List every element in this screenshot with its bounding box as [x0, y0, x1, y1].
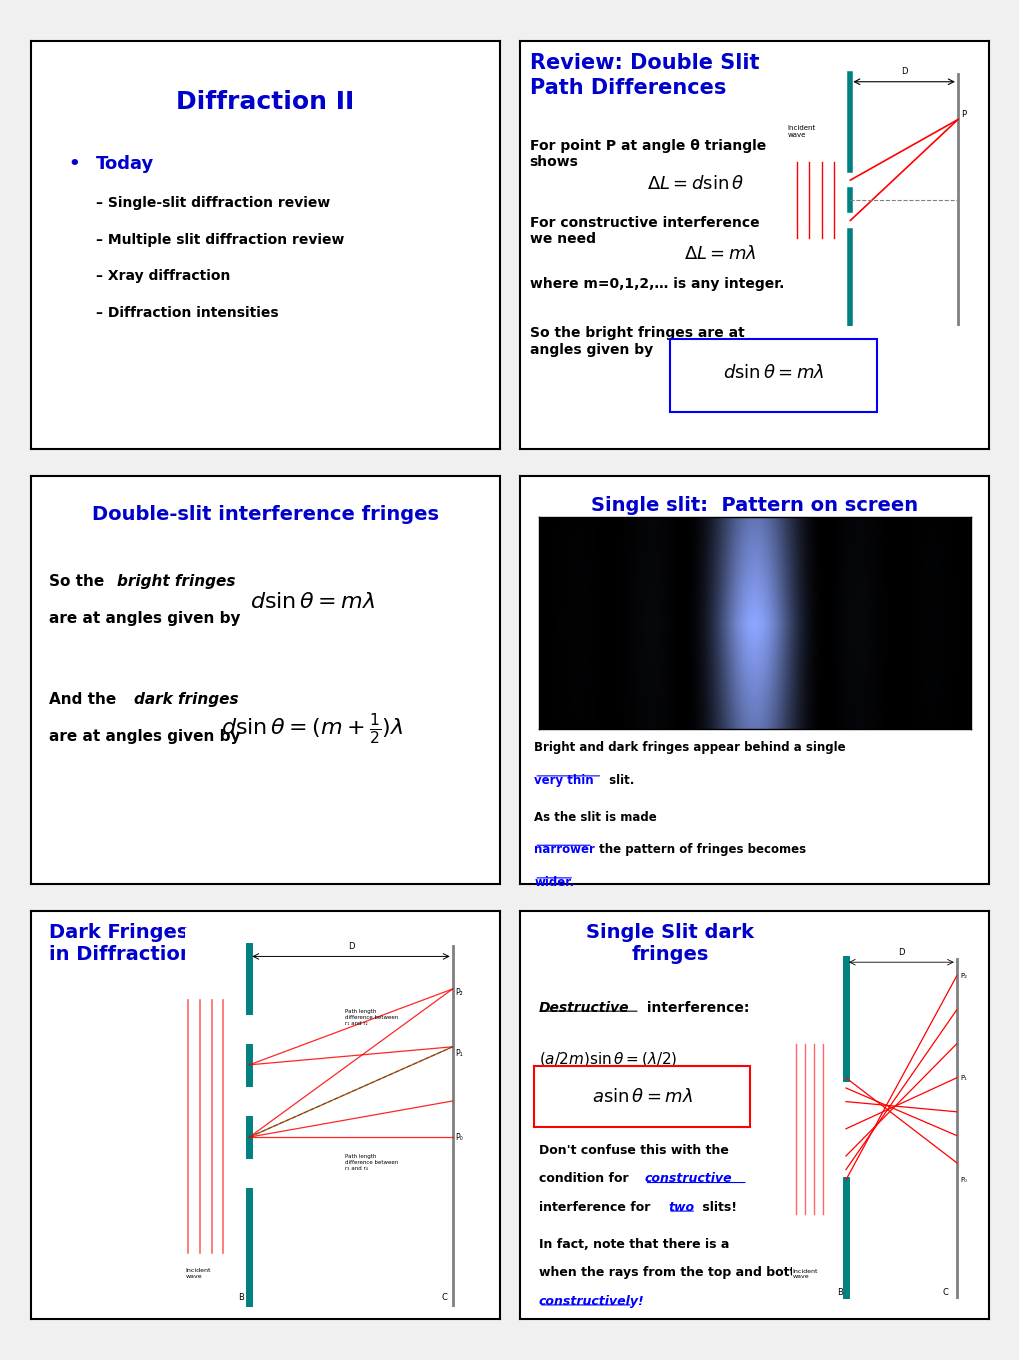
Text: •: • — [68, 155, 79, 173]
Text: For point P at angle θ triangle
shows: For point P at angle θ triangle shows — [529, 139, 765, 169]
Text: slit.: slit. — [604, 774, 634, 787]
Text: P₂: P₂ — [455, 989, 463, 997]
Text: interference:: interference: — [642, 1001, 749, 1015]
Text: dark fringe: dark fringe — [799, 1238, 877, 1251]
Text: $d\sin\theta = (m + \frac{1}{2})\lambda$: $d\sin\theta = (m + \frac{1}{2})\lambda$ — [221, 711, 403, 745]
Text: Incident
wave: Incident wave — [787, 125, 815, 139]
Text: – Multiple slit diffraction review: – Multiple slit diffraction review — [96, 233, 344, 246]
FancyBboxPatch shape — [534, 1066, 749, 1127]
Text: Don't confuse this with the: Don't confuse this with the — [538, 1144, 729, 1157]
Text: where m=0,1,2,… is any integer.: where m=0,1,2,… is any integer. — [529, 277, 784, 291]
Text: are at angles given by: are at angles given by — [49, 611, 240, 626]
Text: constructive: constructive — [644, 1172, 732, 1186]
Text: Incident
wave: Incident wave — [185, 1269, 211, 1278]
Text: – Diffraction intensities: – Diffraction intensities — [96, 306, 278, 320]
Text: Today: Today — [96, 155, 155, 173]
Text: C: C — [440, 1293, 446, 1302]
Text: D: D — [900, 67, 907, 76]
Text: Single Slit dark
fringes: Single Slit dark fringes — [586, 923, 754, 964]
Text: P₁: P₁ — [455, 1050, 463, 1058]
Text: wider.: wider. — [534, 876, 574, 889]
Text: – Xray diffraction: – Xray diffraction — [96, 269, 230, 283]
Text: are at angles given by: are at angles given by — [49, 729, 240, 744]
Text: narrower: narrower — [534, 843, 594, 857]
Text: P₁: P₁ — [960, 1074, 966, 1081]
Text: Double-slit interference fringes: Double-slit interference fringes — [92, 505, 438, 524]
Text: Bright and dark fringes appear behind a single: Bright and dark fringes appear behind a … — [534, 741, 849, 755]
Text: D: D — [898, 948, 904, 957]
Text: As the slit is made: As the slit is made — [534, 811, 660, 824]
Text: Path length
difference between
r₃ and r₄: Path length difference between r₃ and r₄ — [344, 1155, 398, 1171]
Text: Path length
difference between
r₁ and r₂: Path length difference between r₁ and r₂ — [344, 1009, 398, 1025]
Text: And the: And the — [49, 692, 121, 707]
Text: Destructive: Destructive — [538, 1001, 629, 1015]
Text: P₀: P₀ — [455, 1133, 463, 1141]
Text: So the: So the — [49, 574, 110, 589]
Text: very thin: very thin — [534, 774, 593, 787]
Text: $\Delta L = m\lambda$: $\Delta L = m\lambda$ — [684, 245, 756, 262]
Text: dark fringes: dark fringes — [133, 692, 238, 707]
Text: $(a/2m)\sin\theta = (\lambda/2)$: $(a/2m)\sin\theta = (\lambda/2)$ — [538, 1050, 677, 1068]
Text: So the bright fringes are at
angles given by: So the bright fringes are at angles give… — [529, 326, 744, 356]
Text: C: C — [942, 1288, 948, 1297]
Text: Single slit:  Pattern on screen: Single slit: Pattern on screen — [591, 496, 917, 515]
Text: interference for: interference for — [538, 1201, 654, 1214]
Text: condition for: condition for — [538, 1172, 633, 1186]
Text: the pattern of fringes becomes: the pattern of fringes becomes — [595, 843, 810, 857]
Text: $a\sin\theta = m\lambda$: $a\sin\theta = m\lambda$ — [591, 1088, 692, 1106]
Text: Dark Fringes
in Diffraction: Dark Fringes in Diffraction — [49, 923, 194, 964]
Text: bright fringes: bright fringes — [117, 574, 235, 589]
Text: P₂: P₂ — [960, 972, 966, 979]
Text: B: B — [237, 1293, 244, 1302]
Text: when the rays from the top and bottom interfere: when the rays from the top and bottom in… — [538, 1266, 887, 1280]
FancyBboxPatch shape — [669, 339, 876, 412]
Text: $d\sin\theta = m\lambda$: $d\sin\theta = m\lambda$ — [722, 364, 823, 382]
Text: Diffraction II: Diffraction II — [176, 90, 354, 114]
Text: For constructive interference
we need: For constructive interference we need — [529, 216, 758, 246]
Text: In fact, note that there is a: In fact, note that there is a — [538, 1238, 733, 1251]
Text: $d\sin\theta = m\lambda$: $d\sin\theta = m\lambda$ — [250, 593, 374, 612]
Text: slits!: slits! — [698, 1201, 737, 1214]
Text: D: D — [347, 942, 354, 951]
Text: – Single-slit diffraction review: – Single-slit diffraction review — [96, 196, 330, 209]
Text: $\Delta L = d\sin\theta$: $\Delta L = d\sin\theta$ — [646, 175, 744, 193]
Text: P₀: P₀ — [960, 1176, 966, 1183]
Text: Review: Double Slit
Path Differences: Review: Double Slit Path Differences — [529, 53, 758, 98]
Text: two: two — [667, 1201, 694, 1214]
Text: B: B — [837, 1288, 842, 1297]
Text: constructively!: constructively! — [538, 1295, 644, 1308]
Text: Incident
wave: Incident wave — [792, 1269, 817, 1280]
Text: P: P — [961, 110, 966, 120]
